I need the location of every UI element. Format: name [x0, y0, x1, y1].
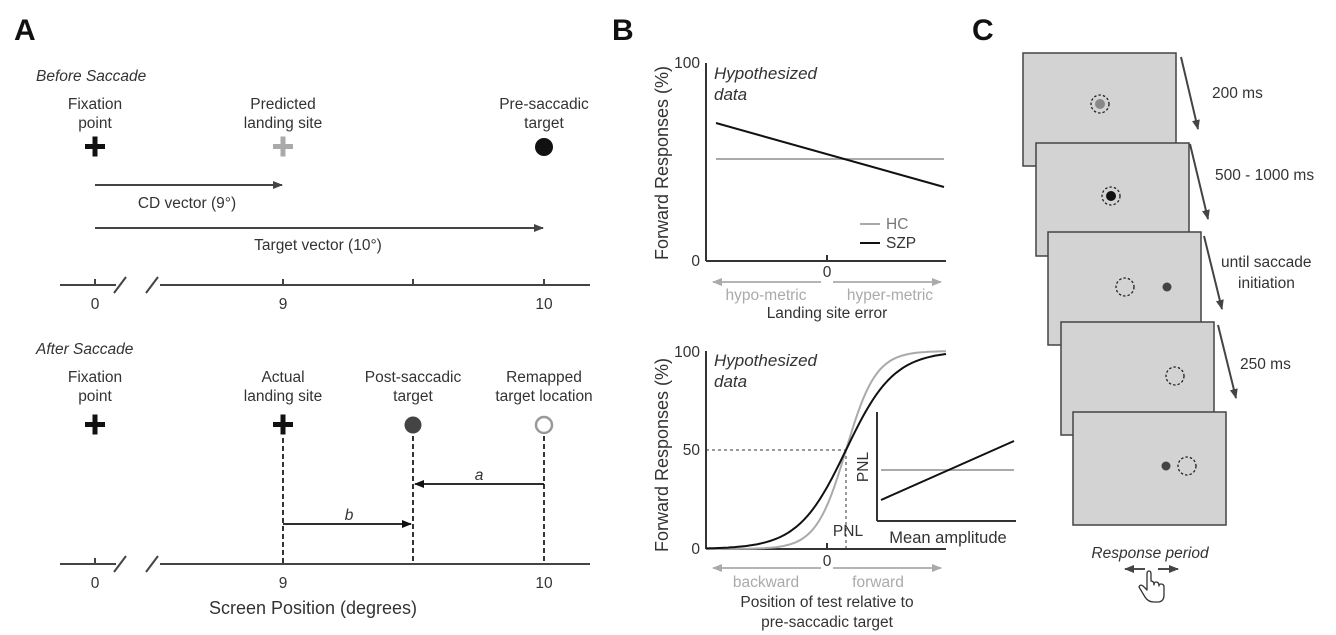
- duration-2: 500 - 1000 ms: [1215, 167, 1314, 184]
- panel-label-b: B: [612, 14, 634, 47]
- after-fixation-cross-icon: [85, 414, 105, 435]
- axis-before: [60, 276, 590, 294]
- before-saccade-title: Before Saccade: [36, 68, 147, 85]
- bottom-y-50: 50: [683, 442, 701, 459]
- top-axes: [705, 63, 946, 262]
- after-saccade-title: After Saccade: [35, 341, 134, 358]
- postsaccadic-target-dot: [404, 416, 422, 434]
- bottom-xlabel-1: Position of test relative to: [740, 594, 913, 611]
- after-fixation-label-2: point: [78, 388, 112, 405]
- pnl-label: PNL: [833, 523, 864, 540]
- legend-hc-label: HC: [886, 216, 908, 233]
- actual-label-2: landing site: [244, 388, 322, 405]
- predicted-label-2: landing site: [244, 115, 322, 132]
- response-period-label: Response period: [1091, 545, 1210, 562]
- top-x-0: 0: [823, 264, 832, 281]
- top-hypo-label: hypo-metric: [726, 287, 807, 304]
- presaccadic-target-dot: [535, 138, 553, 156]
- tick-0-before: 0: [91, 296, 100, 313]
- fixation-cross-icon: [85, 136, 105, 157]
- tick-10-before: 10: [535, 296, 553, 313]
- postsaccadic-label-1: Post-saccadic: [365, 369, 462, 386]
- top-annotation-1: Hypothesized: [714, 64, 818, 83]
- remapped-label-2: target location: [495, 388, 592, 405]
- legend-szp-label: SZP: [886, 235, 916, 252]
- bottom-annotation-2: data: [714, 372, 747, 391]
- pnl-guides: [706, 449, 847, 549]
- bottom-annotation-1: Hypothesized: [714, 351, 818, 370]
- inset-ylabel: PNL: [855, 452, 872, 483]
- after-fixation-label-1: Fixation: [68, 369, 122, 386]
- presaccadic-label-2: target: [524, 115, 564, 132]
- axis-after: [60, 555, 590, 573]
- tick-0-after: 0: [91, 575, 100, 592]
- actual-landing-cross-icon: [273, 414, 293, 435]
- presaccadic-label-1: Pre-saccadic: [499, 96, 589, 113]
- actual-label-1: Actual: [261, 369, 304, 386]
- top-ylabel: Forward Responses (%): [652, 66, 672, 260]
- dashed-guides: [282, 436, 545, 563]
- panel-label-a: A: [14, 14, 36, 47]
- duration-3b: initiation: [1238, 275, 1295, 292]
- fixation-label-2: point: [78, 115, 112, 132]
- screen-position-axis-label: Screen Position (degrees): [209, 598, 417, 618]
- bottom-ylabel: Forward Responses (%): [652, 358, 672, 552]
- top-hyper-label: hyper-metric: [847, 287, 933, 304]
- bottom-forward-label: forward: [852, 574, 904, 591]
- tick-9-before: 9: [279, 296, 288, 313]
- remapped-target-circle: [534, 415, 554, 435]
- bottom-y-100: 100: [674, 344, 700, 361]
- postsaccadic-label-2: target: [393, 388, 433, 405]
- top-szp-line: [715, 122, 945, 188]
- arrow-b-label: b: [345, 507, 354, 524]
- inset-plot: [876, 412, 1016, 522]
- trial-screen-5: [1072, 411, 1227, 526]
- predicted-label-1: Predicted: [250, 96, 315, 113]
- top-annotation-2: data: [714, 85, 747, 104]
- bottom-xlabel-2: pre-saccadic target: [761, 614, 894, 631]
- panel-label-c: C: [972, 14, 994, 47]
- cd-vector-label: CD vector (9°): [138, 195, 236, 212]
- top-y-0: 0: [691, 253, 700, 270]
- arrow-a-label: a: [475, 467, 484, 484]
- top-y-100: 100: [674, 55, 700, 72]
- remapped-label-1: Remapped: [506, 369, 582, 386]
- duration-4: 250 ms: [1240, 356, 1291, 373]
- timeline-arrows: [1180, 56, 1238, 399]
- duration-1: 200 ms: [1212, 85, 1263, 102]
- bottom-backward-label: backward: [733, 574, 799, 591]
- bottom-y-0: 0: [691, 541, 700, 558]
- bottom-x-0: 0: [823, 553, 832, 570]
- bottom-hc-curve: [706, 350, 946, 550]
- duration-3a: until saccade: [1221, 254, 1311, 271]
- fixation-label-1: Fixation: [68, 96, 122, 113]
- target-vector-label: Target vector (10°): [254, 237, 382, 254]
- tick-10-after: 10: [535, 575, 553, 592]
- hand-pointer-icon: [1138, 570, 1165, 603]
- predicted-landing-cross-icon: [273, 136, 293, 157]
- tick-9-after: 9: [279, 575, 288, 592]
- bottom-szp-curve: [706, 353, 947, 550]
- top-xlabel: Landing site error: [767, 305, 888, 322]
- inset-xlabel: Mean amplitude: [889, 529, 1006, 547]
